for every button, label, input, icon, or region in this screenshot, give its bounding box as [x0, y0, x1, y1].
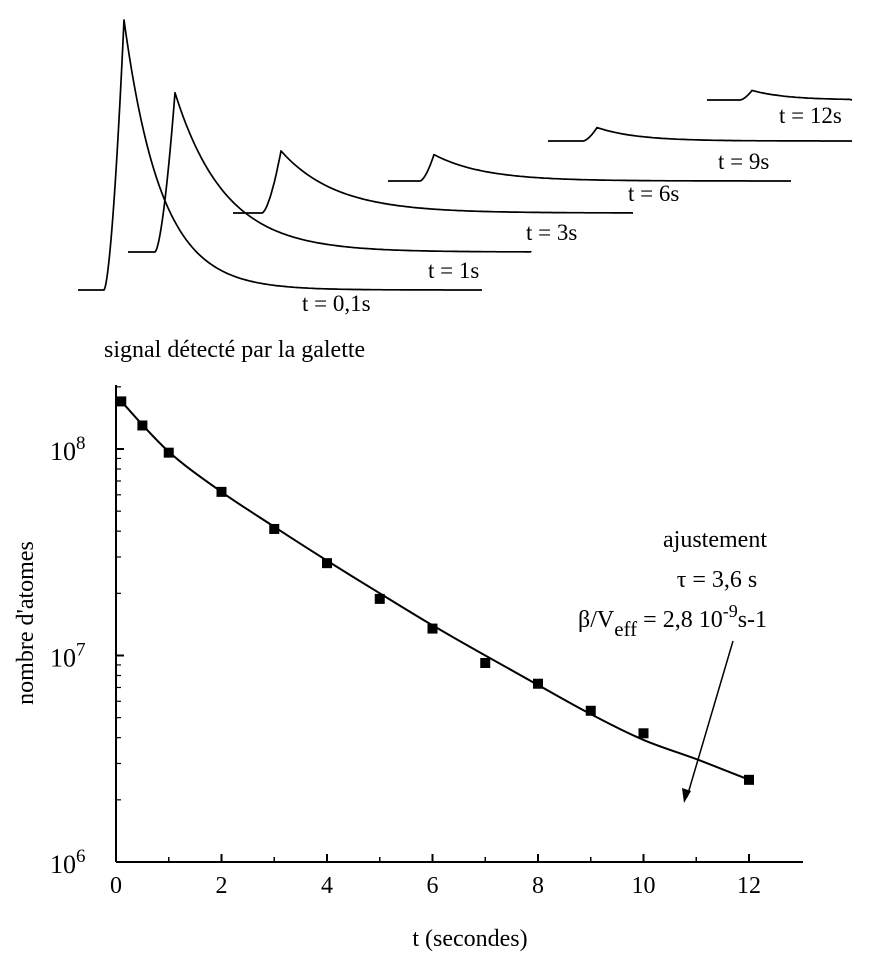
trace-label-1: t = 1s — [428, 258, 479, 283]
fit-annotation: ajustement τ = 3,6 s β/Veff = 2,8 10-9s-… — [578, 527, 767, 803]
annotation-arrowhead — [682, 788, 691, 803]
data-point-12 — [744, 774, 754, 785]
fit-curve — [120, 400, 750, 781]
data-point-3 — [216, 486, 227, 497]
detector-signal-panel — [78, 19, 853, 291]
annotation-line-1: ajustement — [663, 527, 767, 553]
data-point-5 — [322, 558, 332, 569]
trace-label-5: t = 12s — [779, 103, 842, 128]
trace-label-4: t = 9s — [718, 149, 769, 174]
signal-trace-2 — [233, 150, 634, 214]
data-point-9 — [533, 678, 543, 689]
trace-label-0: t = 0,1s — [302, 291, 371, 316]
trace-label-2: t = 3s — [526, 220, 577, 245]
x-tick-label-2: 4 — [321, 873, 333, 899]
signal-trace-3 — [388, 153, 791, 182]
data-point-11 — [638, 728, 649, 739]
signal-trace-5 — [707, 89, 853, 101]
x-tick-label-3: 6 — [427, 873, 439, 899]
annotation-sup: -9 — [723, 601, 738, 621]
data-point-10 — [585, 705, 596, 716]
x-tick-label-0: 0 — [110, 873, 122, 899]
x-tick-label-6: 12 — [737, 873, 761, 899]
axis-ticks — [115, 386, 750, 863]
data-point-8 — [480, 657, 491, 668]
data-point-1 — [137, 420, 148, 431]
y-axis-label: nombre d'atomes — [13, 541, 39, 705]
y-tick-labels: 106 107 108 — [50, 433, 86, 879]
data-point-2 — [163, 447, 174, 458]
y-tick-label-1: 107 — [50, 640, 86, 673]
x-axis-label: t (secondes) — [412, 926, 527, 952]
annotation-equals: = 2,8 10 — [637, 607, 723, 633]
trace-label-3: t = 6s — [628, 181, 679, 206]
annotation-beta-text: β/V — [578, 607, 615, 633]
x-tick-label-1: 2 — [216, 873, 228, 899]
data-points — [116, 396, 754, 785]
plot-area: 106 107 108 0 2 4 6 8 10 12 — [50, 385, 803, 899]
panel-caption: signal détecté par la galette — [104, 337, 365, 363]
signal-trace-1 — [128, 91, 532, 253]
annotation-sub-eff: eff — [614, 617, 637, 641]
annotation-arrow-line — [686, 640, 734, 798]
y-tick-label-0: 106 — [50, 846, 86, 879]
signal-trace-4 — [548, 126, 852, 142]
x-tick-label-5: 10 — [632, 873, 656, 899]
x-tick-label-4: 8 — [532, 873, 544, 899]
signal-trace-0 — [78, 19, 482, 291]
annotation-line-2: τ = 3,6 s — [677, 567, 758, 593]
y-tick-label-2: 108 — [50, 433, 86, 466]
annotation-unit: s-1 — [738, 607, 767, 633]
annotation-line-3: β/Veff = 2,8 10-9s-1 — [578, 601, 767, 641]
x-tick-labels: 0 2 4 6 8 10 12 — [110, 873, 761, 899]
data-point-4 — [269, 523, 280, 534]
data-point-7 — [427, 623, 438, 634]
data-point-6 — [374, 593, 385, 604]
data-point-0 — [116, 396, 127, 407]
